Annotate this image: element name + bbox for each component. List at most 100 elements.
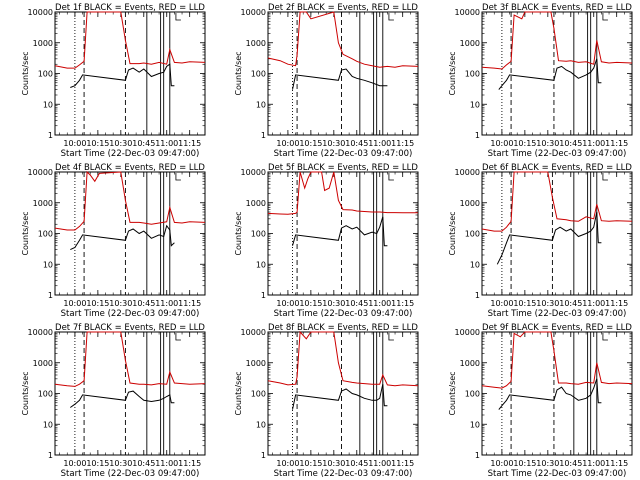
x-tick-label: 11:00 — [155, 459, 178, 468]
series-line-events — [70, 390, 175, 408]
y-tick-label: 10 — [470, 100, 480, 109]
x-tick-label: 11:15 — [391, 459, 414, 468]
series-line-events — [292, 384, 388, 410]
x-tick-label: 11:15 — [178, 459, 201, 468]
x-axis-label: Start Time (22-Dec-03 09:47:00) — [274, 149, 413, 159]
interval-bracket — [602, 333, 608, 341]
series-line-events — [496, 211, 602, 265]
interval-bracket — [388, 13, 394, 21]
y-tick-label: 1 — [261, 291, 266, 300]
x-tick-label: 10:15 — [513, 459, 536, 468]
x-tick-label: 10:45 — [132, 299, 155, 308]
chart-panel: Det 7f BLACK = Events, RED = LLD 1 10 100 10… — [21, 323, 206, 479]
x-tick-label: 10:00 — [63, 459, 86, 468]
x-tick-label: 11:00 — [155, 299, 178, 308]
y-tick-label: 10 — [256, 260, 266, 269]
y-tick-label: 10 — [256, 420, 266, 429]
interval-bracket — [388, 173, 394, 181]
y-tick-label: 100 — [465, 230, 480, 239]
x-tick-label: 10:45 — [559, 459, 582, 468]
x-tick-label: 10:00 — [63, 139, 86, 148]
x-tick-label: 10:00 — [490, 139, 513, 148]
chart-panel: Det 5f BLACK = Events, RED = LLD 1 10 100 10… — [234, 163, 419, 319]
y-axis-label: Counts/sec — [234, 211, 243, 255]
y-tick-label: 10 — [43, 420, 53, 429]
y-tick-label: 1000 — [460, 199, 480, 208]
y-tick-label: 100 — [465, 70, 480, 79]
y-tick-label: 1 — [48, 451, 53, 460]
x-tick-label: 10:45 — [345, 459, 368, 468]
y-tick-label: 10 — [43, 260, 53, 269]
y-tick-label: 1 — [475, 451, 480, 460]
x-tick-label: 11:15 — [178, 299, 201, 308]
y-tick-label: 1 — [475, 131, 480, 140]
x-tick-label: 11:00 — [582, 459, 605, 468]
y-tick-label: 100 — [251, 390, 266, 399]
y-tick-label: 1 — [261, 131, 266, 140]
x-tick-label: 11:00 — [368, 139, 391, 148]
series-line-events — [292, 216, 388, 247]
x-tick-label: 10:45 — [132, 459, 155, 468]
y-axis-label: Counts/sec — [234, 51, 243, 95]
plot-frame — [267, 331, 419, 456]
y-tick-label: 10000 — [241, 168, 266, 177]
chart-panel: Det 2f BLACK = Events, RED = LLD 1 10 100 10… — [234, 3, 419, 159]
plot-frame — [481, 11, 633, 136]
interval-bracket — [175, 173, 181, 181]
y-tick-label: 1 — [48, 291, 53, 300]
x-tick-label: 10:45 — [559, 299, 582, 308]
interval-bracket — [175, 333, 181, 341]
x-tick-label: 10:15 — [299, 459, 322, 468]
series-line-lld — [267, 330, 419, 387]
plot-frame — [481, 331, 633, 456]
x-tick-label: 10:30 — [109, 459, 132, 468]
y-tick-label: 1000 — [246, 359, 266, 368]
y-tick-label: 1 — [48, 131, 53, 140]
x-axis-label: Start Time (22-Dec-03 09:47:00) — [61, 149, 200, 159]
series-line-events — [292, 68, 388, 90]
chart-title: Det 6f BLACK = Events, RED = LLD — [482, 163, 632, 173]
x-tick-label: 11:15 — [178, 139, 201, 148]
chart-title: Det 8f BLACK = Events, RED = LLD — [268, 323, 418, 333]
plot-frame — [54, 171, 206, 296]
chart-title: Det 3f BLACK = Events, RED = LLD — [482, 3, 632, 13]
x-tick-label: 11:15 — [605, 299, 628, 308]
x-tick-label: 11:00 — [368, 299, 391, 308]
series-line-lld — [54, 11, 206, 69]
chart-title: Det 7f BLACK = Events, RED = LLD — [55, 323, 205, 333]
x-tick-label: 10:45 — [559, 139, 582, 148]
x-tick-label: 10:00 — [490, 299, 513, 308]
y-tick-label: 100 — [38, 390, 53, 399]
chart-title: Det 4f BLACK = Events, RED = LLD — [55, 163, 205, 173]
chart-title: Det 2f BLACK = Events, RED = LLD — [268, 3, 418, 13]
y-tick-label: 10000 — [28, 8, 53, 17]
x-tick-label: 10:00 — [276, 299, 299, 308]
y-axis-label: Counts/sec — [21, 211, 30, 255]
series-line-events — [498, 378, 602, 410]
y-axis-label: Counts/sec — [448, 51, 457, 95]
series-line-lld — [54, 170, 206, 231]
x-tick-label: 10:15 — [86, 459, 109, 468]
x-tick-label: 10:45 — [345, 139, 368, 148]
y-tick-label: 1000 — [246, 199, 266, 208]
y-tick-label: 100 — [251, 70, 266, 79]
x-tick-label: 11:15 — [391, 139, 414, 148]
interval-bracket — [175, 13, 181, 21]
x-tick-label: 10:15 — [86, 299, 109, 308]
x-tick-label: 10:30 — [536, 299, 559, 308]
plot-frame — [481, 171, 633, 296]
y-tick-label: 10000 — [241, 8, 266, 17]
chart-title: Det 5f BLACK = Events, RED = LLD — [268, 163, 418, 173]
x-tick-label: 11:00 — [582, 139, 605, 148]
x-tick-label: 10:30 — [322, 459, 345, 468]
x-tick-label: 11:00 — [368, 459, 391, 468]
y-tick-label: 10 — [470, 260, 480, 269]
plot-frame — [267, 11, 419, 136]
y-axis-label: Counts/sec — [448, 211, 457, 255]
interval-bracket — [602, 173, 608, 181]
y-tick-label: 1 — [261, 451, 266, 460]
chart-title: Det 9f BLACK = Events, RED = LLD — [482, 323, 632, 333]
chart-panel: Det 1f BLACK = Events, RED = LLD 1 10 100 10… — [21, 3, 206, 159]
chart-panel: Det 4f BLACK = Events, RED = LLD 1 10 100 10… — [21, 163, 206, 319]
